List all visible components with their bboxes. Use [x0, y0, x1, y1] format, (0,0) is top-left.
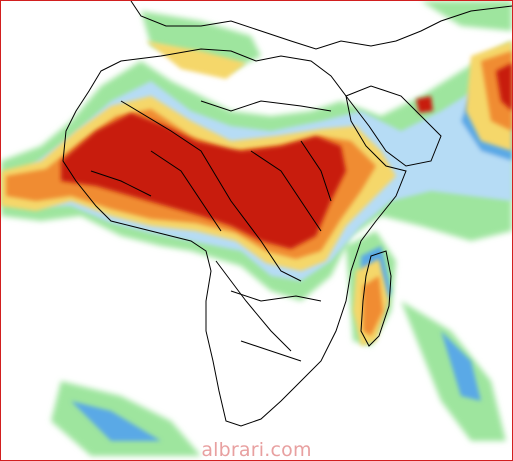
- border-line: [230, 290, 322, 302]
- arabia-coastline: [345, 85, 442, 167]
- border-line: [200, 100, 332, 112]
- border-line: [300, 140, 332, 202]
- border-line: [90, 170, 152, 197]
- europe-coastline: [130, 1, 512, 50]
- rain-layer-red: [61, 63, 512, 249]
- border-line: [120, 100, 302, 282]
- border-line: [215, 260, 292, 352]
- madagascar-coastline: [360, 250, 392, 347]
- border-line: [250, 150, 322, 232]
- border-line: [240, 340, 302, 362]
- africa-coastline: [62, 48, 407, 427]
- coastlines: [62, 1, 512, 427]
- watermark: albrari.com: [201, 439, 312, 461]
- border-line: [150, 150, 222, 232]
